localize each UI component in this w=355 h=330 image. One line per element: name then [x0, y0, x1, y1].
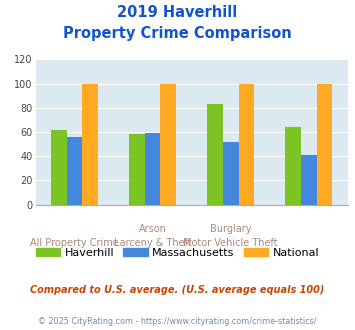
Bar — [82, 83, 98, 205]
Text: Motor Vehicle Theft: Motor Vehicle Theft — [184, 238, 278, 248]
Bar — [301, 155, 317, 205]
Text: Larceny & Theft: Larceny & Theft — [114, 238, 192, 248]
Bar — [285, 127, 301, 205]
Text: Arson: Arson — [139, 224, 166, 234]
Bar — [51, 130, 67, 205]
Text: Burglary: Burglary — [210, 224, 251, 234]
Text: Compared to U.S. average. (U.S. average equals 100): Compared to U.S. average. (U.S. average … — [30, 285, 325, 295]
Bar — [129, 134, 145, 205]
Text: 2019 Haverhill: 2019 Haverhill — [118, 5, 237, 20]
Legend: Haverhill, Massachusetts, National: Haverhill, Massachusetts, National — [32, 243, 323, 262]
Bar — [239, 83, 254, 205]
Bar — [160, 83, 176, 205]
Bar — [223, 142, 239, 205]
Bar — [67, 137, 82, 205]
Bar — [317, 83, 332, 205]
Text: Property Crime Comparison: Property Crime Comparison — [63, 26, 292, 41]
Bar — [145, 133, 160, 205]
Text: All Property Crime: All Property Crime — [30, 238, 119, 248]
Text: © 2025 CityRating.com - https://www.cityrating.com/crime-statistics/: © 2025 CityRating.com - https://www.city… — [38, 317, 317, 326]
Bar — [207, 104, 223, 205]
